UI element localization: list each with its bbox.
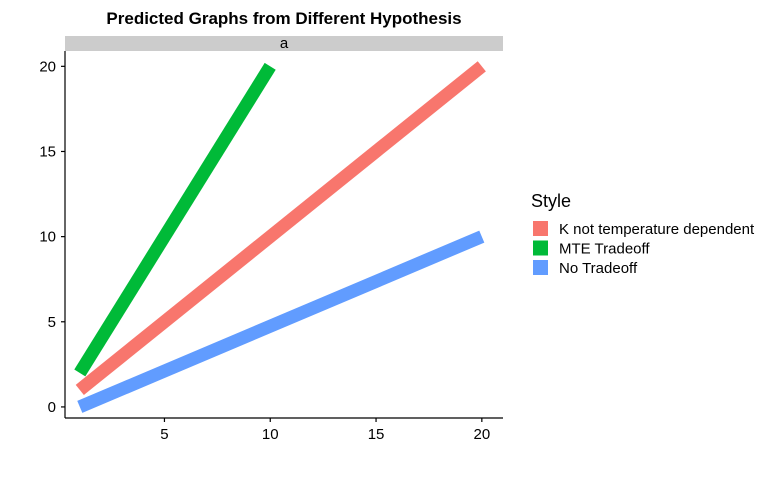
legend-swatch-k-not-temperature-dependent [533,221,548,236]
facet-strip [65,36,503,51]
x-tick-label: 15 [368,426,385,443]
chart-title: Predicted Graphs from Different Hypothes… [106,9,461,28]
y-axis-ticks: 0 5 10 15 20 [39,58,65,416]
facet-strip-label: a [280,35,289,52]
legend-label-no-tradeoff: No Tradeoff [559,260,638,277]
series-layer [74,61,486,413]
y-tick-label: 5 [48,314,56,331]
x-tick-label: 5 [160,426,168,443]
series-line-k-not-temperature-dependent [75,61,486,395]
x-tick-label: 10 [262,426,279,443]
y-tick-label: 15 [39,143,56,160]
series-line-no-tradeoff [77,230,485,413]
legend-label-k-not-temperature-dependent: K not temperature dependent [559,221,755,238]
legend-label-mte-tradeoff: MTE Tradeoff [559,241,650,258]
legend-swatch-no-tradeoff [533,260,548,275]
legend-swatch-mte-tradeoff [533,240,548,256]
x-axis-ticks: 5 10 15 20 [160,418,490,443]
y-tick-label: 20 [39,58,56,75]
legend-title: Style [531,191,571,211]
series-line-mte-tradeoff [74,62,276,377]
x-tick-label: 20 [473,426,490,443]
y-tick-label: 10 [39,229,56,246]
legend: K not temperature dependent MTE Tradeoff N… [533,221,755,277]
y-tick-label: 0 [48,399,56,416]
